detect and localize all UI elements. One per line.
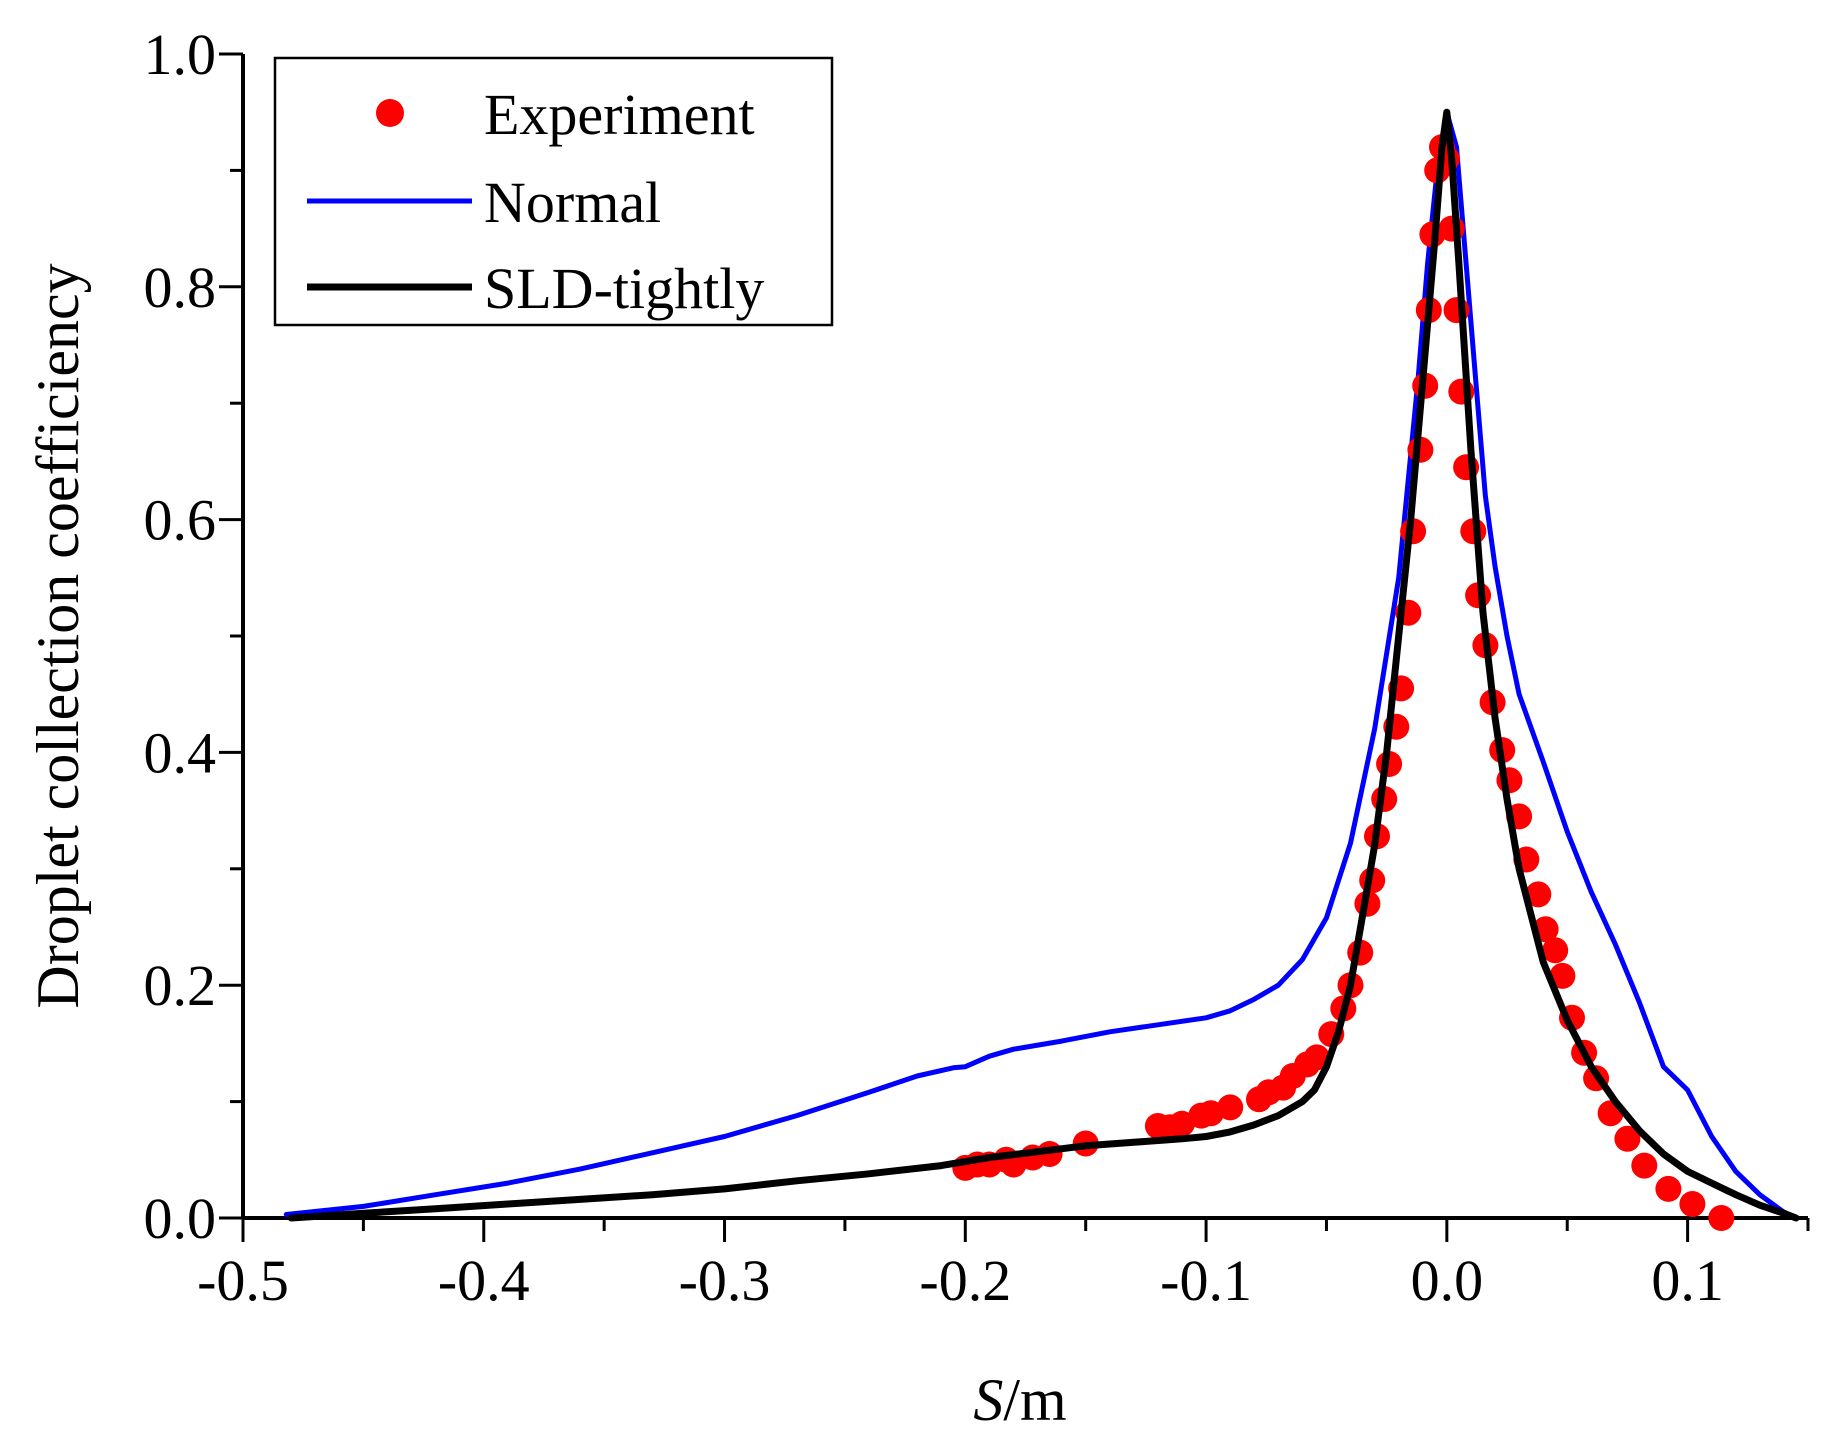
x-tick-label: 0.0 <box>1411 1248 1484 1313</box>
y-axis-title: Droplet collection coefficiency <box>25 263 91 1008</box>
x-tick-label: 0.1 <box>1651 1248 1724 1313</box>
y-tick-label: 0.4 <box>144 720 217 785</box>
legend-box <box>273 56 834 327</box>
data-point <box>1655 1175 1682 1202</box>
data-point <box>1631 1152 1658 1179</box>
data-point <box>1438 215 1465 242</box>
data-point <box>1542 937 1569 964</box>
series-layer <box>283 108 1800 1231</box>
legend-marker-experiment <box>376 99 404 127</box>
x-axis-title-symbol: S <box>973 1367 1003 1433</box>
legend-label-experiment: Experiment <box>484 82 755 147</box>
series-line-sld-tightly <box>287 108 1800 1222</box>
data-point <box>1549 962 1576 989</box>
x-tick-label: -0.5 <box>197 1248 289 1313</box>
x-tick-label: -0.2 <box>919 1248 1011 1313</box>
legend-label-sld-tightly: SLD-tightly <box>484 256 764 321</box>
data-point <box>1614 1125 1641 1152</box>
y-tick-label: 0.0 <box>144 1186 217 1251</box>
x-tick-label: -0.3 <box>679 1248 771 1313</box>
x-axis-title-unit: /m <box>1003 1367 1066 1433</box>
y-tick-label: 0.8 <box>144 255 217 320</box>
data-point <box>1303 1044 1330 1071</box>
series-line-normal <box>283 109 1799 1221</box>
y-tick-label: 1.0 <box>144 22 217 87</box>
y-ticks: 0.0 0.2 0.4 0.6 0.8 1.0 <box>144 22 243 1251</box>
data-point <box>1217 1094 1244 1121</box>
x-tick-label: -0.1 <box>1160 1248 1252 1313</box>
data-point <box>1679 1191 1706 1217</box>
x-tick-label: -0.4 <box>438 1248 530 1313</box>
data-point <box>1708 1205 1735 1231</box>
legend: Experiment Normal SLD-tightly <box>273 56 834 327</box>
x-ticks: -0.5 -0.4 -0.3 -0.2 -0.1 0.0 0.1 <box>197 1218 1810 1313</box>
y-tick-label: 0.2 <box>144 953 217 1018</box>
y-tick-label: 0.6 <box>144 488 217 553</box>
legend-label-normal: Normal <box>484 170 661 235</box>
data-point <box>1525 881 1552 908</box>
x-axis-title: S/m <box>973 1367 1066 1433</box>
